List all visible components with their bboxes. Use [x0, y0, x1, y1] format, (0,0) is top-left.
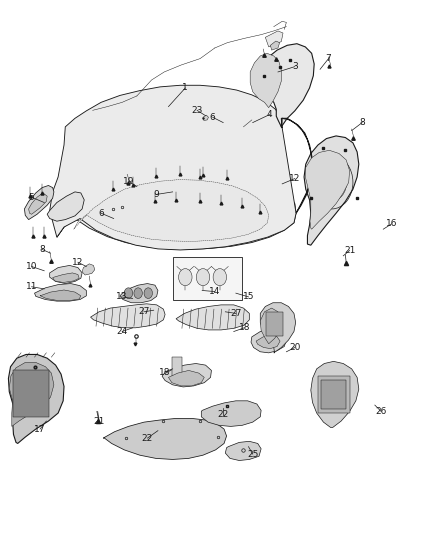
- Text: 15: 15: [243, 293, 254, 301]
- Circle shape: [179, 269, 192, 286]
- Polygon shape: [40, 290, 81, 301]
- Polygon shape: [28, 193, 47, 214]
- Circle shape: [144, 288, 152, 298]
- Text: 13: 13: [116, 293, 127, 301]
- Text: 12: 12: [72, 258, 84, 266]
- Polygon shape: [9, 362, 54, 426]
- Polygon shape: [49, 85, 296, 250]
- FancyBboxPatch shape: [266, 312, 283, 336]
- Circle shape: [124, 288, 133, 298]
- Polygon shape: [257, 44, 314, 127]
- Text: 27: 27: [230, 309, 241, 318]
- Text: 21: 21: [344, 246, 355, 255]
- Circle shape: [134, 288, 142, 298]
- Text: 9: 9: [153, 190, 159, 199]
- Text: 18: 18: [159, 368, 170, 376]
- Polygon shape: [53, 273, 79, 282]
- Polygon shape: [82, 264, 95, 275]
- Text: 5: 5: [29, 193, 35, 201]
- Polygon shape: [201, 401, 261, 426]
- Polygon shape: [306, 150, 350, 229]
- Polygon shape: [35, 284, 86, 301]
- Polygon shape: [270, 41, 279, 50]
- Text: 18: 18: [239, 324, 250, 332]
- Text: 1: 1: [183, 84, 188, 92]
- Text: 22: 22: [218, 410, 229, 419]
- Text: 19: 19: [123, 177, 134, 185]
- Circle shape: [196, 269, 210, 286]
- Polygon shape: [304, 136, 359, 245]
- FancyBboxPatch shape: [173, 257, 242, 300]
- FancyBboxPatch shape: [14, 370, 49, 417]
- Text: 6: 6: [210, 113, 215, 122]
- Text: 10: 10: [26, 262, 37, 271]
- Polygon shape: [162, 364, 212, 387]
- Text: 3: 3: [292, 62, 298, 71]
- Text: 14: 14: [209, 287, 220, 296]
- FancyBboxPatch shape: [172, 357, 182, 376]
- Text: 21: 21: [93, 417, 105, 425]
- Text: 12: 12: [289, 174, 300, 183]
- Polygon shape: [91, 304, 165, 328]
- FancyBboxPatch shape: [318, 376, 350, 413]
- Text: 8: 8: [359, 118, 365, 127]
- Text: 22: 22: [142, 434, 153, 442]
- Polygon shape: [225, 441, 261, 461]
- FancyBboxPatch shape: [321, 380, 346, 409]
- Polygon shape: [256, 335, 280, 349]
- Text: 8: 8: [39, 245, 45, 254]
- Polygon shape: [260, 308, 281, 344]
- Circle shape: [324, 173, 339, 192]
- Polygon shape: [176, 305, 249, 330]
- Polygon shape: [281, 118, 312, 213]
- Text: 23: 23: [191, 106, 203, 115]
- Polygon shape: [8, 354, 64, 443]
- Polygon shape: [251, 329, 286, 353]
- Polygon shape: [203, 115, 208, 120]
- Polygon shape: [47, 192, 84, 221]
- Text: 24: 24: [117, 327, 128, 336]
- Text: 11: 11: [26, 282, 37, 291]
- Circle shape: [213, 269, 226, 286]
- Polygon shape: [265, 31, 283, 47]
- Text: 20: 20: [289, 343, 300, 352]
- Text: 25: 25: [247, 450, 258, 458]
- Polygon shape: [74, 180, 268, 241]
- Text: 17: 17: [34, 425, 46, 433]
- Polygon shape: [57, 167, 296, 249]
- Polygon shape: [250, 53, 281, 108]
- Text: 16: 16: [386, 220, 397, 228]
- Text: 7: 7: [325, 54, 332, 63]
- Polygon shape: [120, 284, 158, 303]
- Polygon shape: [169, 370, 204, 386]
- Polygon shape: [311, 361, 359, 427]
- Polygon shape: [103, 418, 226, 459]
- Polygon shape: [49, 265, 82, 284]
- Polygon shape: [260, 303, 296, 353]
- Text: 6: 6: [98, 209, 104, 217]
- Polygon shape: [25, 185, 54, 220]
- Text: 4: 4: [267, 110, 272, 119]
- Text: 26: 26: [375, 407, 387, 416]
- Text: 27: 27: [138, 308, 150, 316]
